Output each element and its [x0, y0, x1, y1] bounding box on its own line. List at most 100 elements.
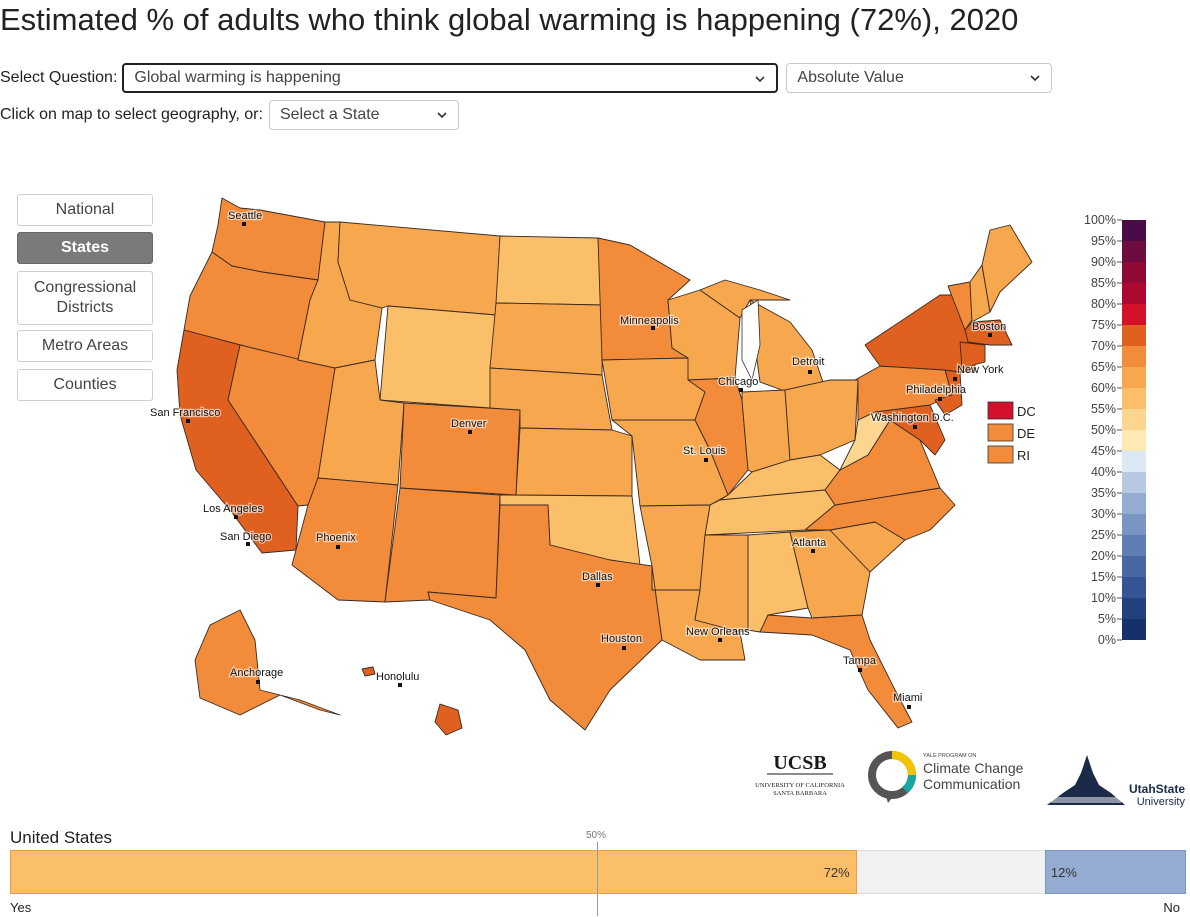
legend-swatch	[1122, 535, 1146, 556]
small-state-swatch-ri[interactable]	[987, 445, 1014, 464]
state-north-dakota[interactable]	[495, 235, 604, 306]
svg-text:Boston: Boston	[972, 321, 1006, 333]
question-row: Select Question: Global warming is happe…	[0, 62, 1053, 94]
state-indiana[interactable]	[741, 389, 791, 473]
old-main-tower-icon	[1047, 755, 1125, 805]
state-montana[interactable]	[337, 221, 501, 316]
state-new-york[interactable]	[864, 294, 976, 373]
legend-tick-label: 40%	[1091, 465, 1116, 479]
legend-tick-label: 90%	[1091, 255, 1116, 269]
summary-region-label: United States	[10, 828, 113, 847]
state-ohio[interactable]	[784, 379, 859, 461]
legend-swatch	[1122, 430, 1146, 451]
geo-button-national[interactable]: National	[17, 194, 153, 226]
legend-tick-label: 100%	[1084, 213, 1116, 227]
svg-text:Atlanta: Atlanta	[792, 537, 827, 549]
city-st-louis: St. Louis	[682, 444, 728, 462]
us-states-map[interactable]: DC DE RI 100% 95% 90% 85% 80% 75% 70% 65% 60% 55%…	[0, 160, 1190, 745]
svg-text:Dallas: Dallas	[582, 571, 613, 583]
svg-text:New Orleans: New Orleans	[686, 626, 750, 638]
svg-text:Miami: Miami	[893, 692, 922, 704]
state-alaska[interactable]	[194, 609, 341, 716]
question-select[interactable]: Global warming is happening	[122, 63, 779, 93]
legend-swatch	[1122, 493, 1146, 514]
svg-text:Anchorage: Anchorage	[230, 667, 283, 679]
legend-swatch	[1122, 325, 1146, 346]
small-state-swatch-dc[interactable]	[987, 401, 1014, 420]
state-massachusetts[interactable]	[964, 319, 1013, 346]
legend-swatch	[1122, 409, 1146, 430]
geo-button-states[interactable]: States	[17, 232, 153, 264]
state-florida[interactable]	[759, 614, 913, 729]
utah-state-logo: UtahState University	[1047, 755, 1185, 808]
geo-button-congressional-districts[interactable]: Congressional Districts	[17, 271, 153, 325]
geo-button-label: Counties	[53, 376, 117, 393]
city-honolulu: Honolulu	[375, 670, 421, 687]
city-boston: Boston	[971, 320, 1008, 337]
legend-swatch	[1122, 577, 1146, 598]
state-wyoming[interactable]	[379, 305, 497, 409]
state-select-value: Select a State	[279, 106, 380, 123]
summary-bar-no[interactable]: 12%	[1044, 850, 1186, 894]
geo-button-counties[interactable]: Counties	[17, 369, 153, 401]
svg-text:Philadelphia: Philadelphia	[906, 384, 967, 396]
geo-button-label: States	[60, 239, 110, 256]
fifty-percent-line	[597, 842, 598, 916]
state-new-mexico[interactable]	[384, 487, 501, 603]
small-state-swatch-de[interactable]	[987, 423, 1014, 442]
svg-text:Tampa: Tampa	[843, 655, 877, 667]
city-seattle: Seattle	[227, 209, 264, 226]
state-hawaii[interactable]	[434, 703, 463, 736]
svg-text:Communication: Communication	[923, 776, 1020, 792]
svg-text:Detroit: Detroit	[792, 356, 824, 368]
legend-swatch	[1122, 304, 1146, 325]
state-hawaii-small[interactable]	[361, 666, 376, 677]
state-select[interactable]: Select a State	[268, 100, 459, 130]
svg-text:Los Angeles: Los Angeles	[203, 503, 263, 515]
legend-swatch	[1122, 556, 1146, 577]
summary-no-label: No	[1163, 900, 1180, 915]
svg-text:UCSB: UCSB	[773, 752, 826, 774]
legend-tick-label: 55%	[1091, 402, 1116, 416]
city-dallas: Dallas	[581, 570, 614, 587]
chevron-down-icon	[1030, 75, 1040, 82]
state-connecticut[interactable]	[959, 341, 986, 369]
question-select-value: Global warming is happening	[134, 69, 341, 86]
state-colorado[interactable]	[399, 402, 521, 496]
city-houston: Houston	[600, 632, 643, 650]
legend-tick-label: 0%	[1098, 633, 1116, 647]
partner-logos: UCSB UNIVERSITY OF CALIFORNIA SANTA BARB…	[745, 745, 1190, 815]
state-texas[interactable]	[427, 504, 663, 731]
geo-button-metro-areas[interactable]: Metro Areas	[17, 330, 153, 362]
state-maine[interactable]	[981, 224, 1033, 313]
legend-swatch	[1122, 451, 1146, 472]
svg-text:University: University	[1137, 796, 1186, 808]
summary-bar[interactable]: 72% 12%	[10, 850, 1186, 894]
legend-swatch	[1122, 262, 1146, 283]
svg-text:Minneapolis: Minneapolis	[620, 315, 679, 327]
svg-text:Honolulu: Honolulu	[376, 671, 419, 683]
city-minneapolis: Minneapolis	[619, 314, 680, 330]
legend-swatch	[1122, 241, 1146, 262]
legend-swatch	[1122, 472, 1146, 493]
state-michigan[interactable]	[749, 299, 826, 394]
legend-tick-label: 25%	[1091, 528, 1116, 542]
summary-bar-yes[interactable]: 72%	[10, 850, 857, 894]
state-south-dakota[interactable]	[489, 302, 604, 376]
legend-tick-label: 15%	[1091, 570, 1116, 584]
legend-swatch	[1122, 619, 1146, 640]
summary-no-value: 12%	[1050, 864, 1077, 880]
legend-tick-label: 45%	[1091, 444, 1116, 458]
summary-bar-neutral	[856, 850, 1045, 894]
state-michigan-up[interactable]	[699, 279, 791, 319]
legend-tick-label: 80%	[1091, 297, 1116, 311]
legend-tick-label: 10%	[1091, 591, 1116, 605]
measure-select[interactable]: Absolute Value	[786, 63, 1053, 93]
state-kansas[interactable]	[515, 427, 633, 497]
summary-yes-label: Yes	[10, 900, 32, 915]
city-new-york: New York	[953, 363, 1005, 381]
geography-row: Click on map to select geography, or: Se…	[0, 99, 459, 131]
state-arizona[interactable]	[291, 477, 399, 603]
chevron-down-icon	[437, 112, 447, 119]
legend-swatch	[1122, 220, 1146, 241]
